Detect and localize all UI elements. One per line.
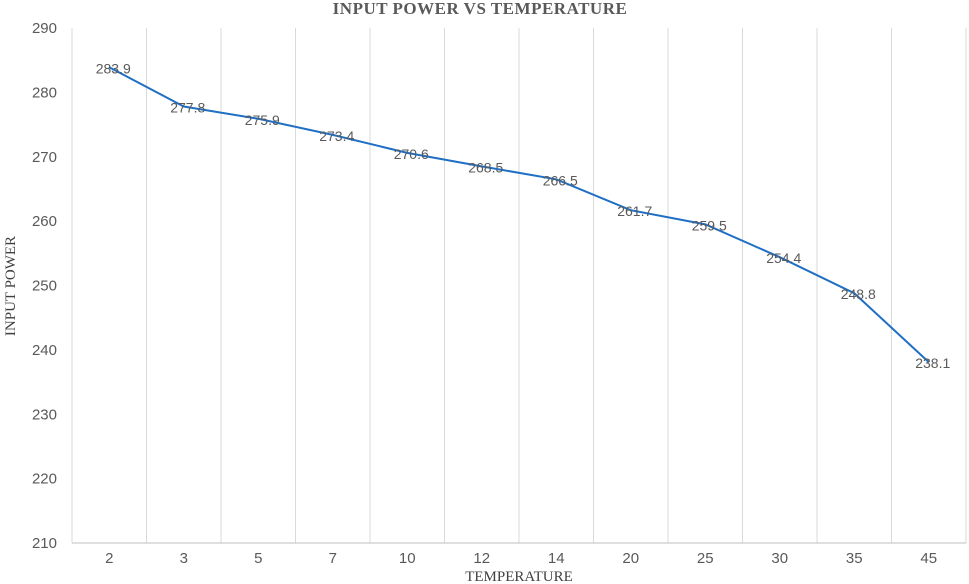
y-tick-label: 230 xyxy=(32,406,57,423)
data-label: 254.4 xyxy=(766,250,801,266)
x-tick-label: 30 xyxy=(771,550,788,567)
data-label: 266.5 xyxy=(543,172,578,188)
data-label: 261.7 xyxy=(617,203,652,219)
x-tick-label: 3 xyxy=(180,550,188,567)
y-tick-label: 240 xyxy=(32,342,57,359)
x-tick-label: 20 xyxy=(622,550,639,567)
chart-title: INPUT POWER VS TEMPERATURE xyxy=(333,0,628,18)
y-tick-label: 260 xyxy=(32,213,57,230)
data-label: 277.8 xyxy=(170,100,205,116)
data-label: 259.5 xyxy=(692,217,727,233)
x-tick-label: 2 xyxy=(105,550,113,567)
y-tick-label: 270 xyxy=(32,149,57,166)
data-label: 268.5 xyxy=(468,159,503,175)
x-axis-title: TEMPERATURE xyxy=(465,569,573,584)
x-tick-label: 10 xyxy=(399,550,416,567)
x-tick-label: 5 xyxy=(254,550,262,567)
data-label: 273.4 xyxy=(319,128,354,144)
data-label: 283.9 xyxy=(96,60,131,76)
x-tick-label: 25 xyxy=(697,550,714,567)
grid-lines xyxy=(71,28,967,543)
data-labels: 283.9 277.8 275.9 273.4 270.6 268.5 266.5 261.7… xyxy=(96,60,951,371)
x-tick-labels: 2 3 5 7 10 12 14 20 25 30 35 45 xyxy=(105,550,937,567)
y-axis-title: INPUT POWER xyxy=(3,236,19,336)
y-tick-label: 280 xyxy=(32,84,57,101)
x-tick-label: 7 xyxy=(329,550,337,567)
y-tick-label: 290 xyxy=(32,20,57,37)
x-tick-label: 14 xyxy=(548,550,565,567)
x-tick-label: 45 xyxy=(920,550,937,567)
x-tick-label: 12 xyxy=(473,550,490,567)
x-tick-label: 35 xyxy=(846,550,863,567)
data-series xyxy=(108,66,930,363)
data-label: 275.9 xyxy=(245,112,280,128)
y-tick-label: 210 xyxy=(32,535,57,552)
data-label: 270.6 xyxy=(394,146,429,162)
data-label: 238.1 xyxy=(915,355,950,371)
y-tick-label: 220 xyxy=(32,471,57,488)
y-tick-label: 250 xyxy=(32,278,57,295)
series-line xyxy=(108,66,930,363)
y-tick-labels: 210 220 230 240 250 260 270 280 290 xyxy=(32,20,57,552)
data-label: 248.8 xyxy=(841,286,876,302)
